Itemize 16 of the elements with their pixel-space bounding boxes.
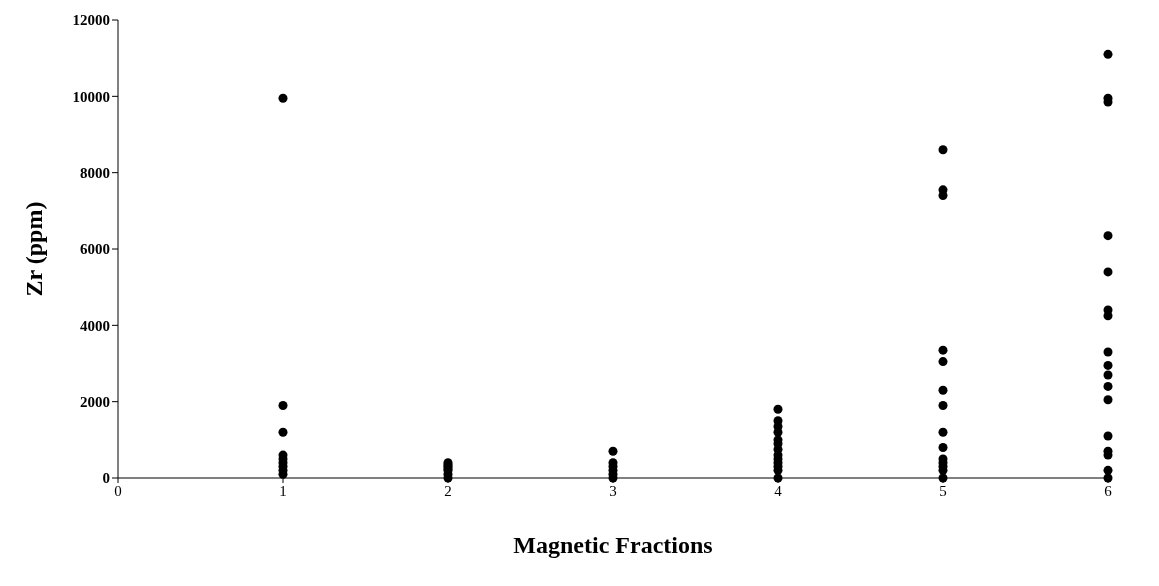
x-axis-title: Magnetic Fractions bbox=[513, 532, 713, 558]
y-tick-label: 0 bbox=[102, 470, 110, 487]
x-tick-label: 2 bbox=[444, 482, 452, 499]
x-tick-label: 6 bbox=[1104, 482, 1113, 499]
x-tick-label: 0 bbox=[114, 482, 122, 499]
x-tick-label: 3 bbox=[609, 482, 617, 499]
y-tick-label: 8000 bbox=[80, 164, 110, 181]
x-tick-label: 4 bbox=[774, 482, 783, 499]
y-tick-label: 6000 bbox=[80, 241, 110, 258]
y-tick-label: 2000 bbox=[80, 393, 110, 410]
y-tick-label: 12000 bbox=[72, 12, 110, 29]
y-tick-label: 10000 bbox=[72, 88, 110, 105]
y-tick-label: 4000 bbox=[80, 317, 110, 334]
x-tick-label: 5 bbox=[939, 482, 947, 499]
y-axis-title: Zr (ppm) bbox=[20, 201, 47, 297]
x-tick-label: 1 bbox=[279, 482, 287, 499]
